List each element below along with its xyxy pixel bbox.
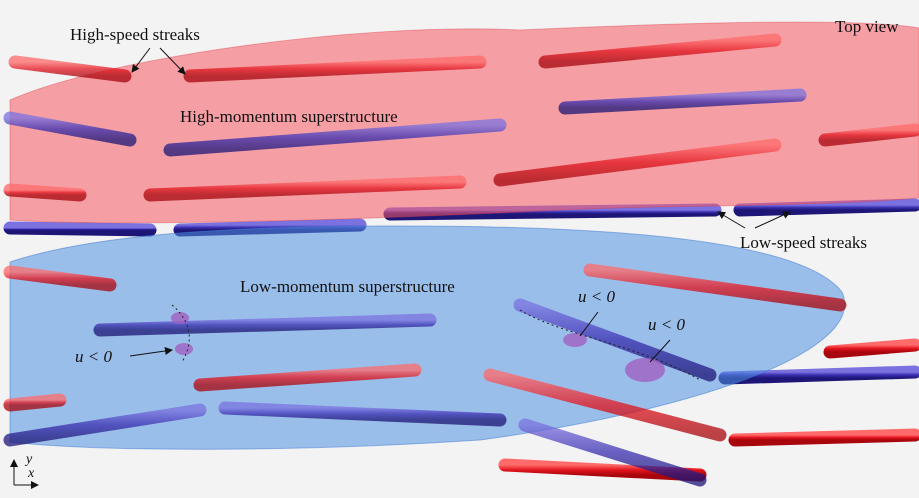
- streak: [10, 190, 80, 195]
- streak: [735, 435, 915, 440]
- streak: [10, 228, 150, 230]
- annotation: Low-speed streaks: [740, 233, 867, 252]
- streak: [10, 400, 60, 405]
- negative-u-region: [175, 343, 193, 355]
- view-label: Top view: [835, 17, 899, 36]
- negative-u-region: [625, 358, 665, 382]
- axis-label: x: [27, 466, 35, 481]
- figure: Top view High-speed streaks High-momentu…: [0, 0, 919, 498]
- u-label: u < 0: [648, 315, 685, 334]
- u-label: u < 0: [75, 347, 112, 366]
- region-label: High-momentum superstructure: [180, 107, 398, 126]
- annotation: High-speed streaks: [70, 25, 200, 44]
- streak: [830, 345, 915, 352]
- streak: [740, 205, 915, 210]
- axis-label: y: [24, 452, 33, 467]
- region-label: Low-momentum superstructure: [240, 277, 455, 296]
- u-label: u < 0: [578, 287, 615, 306]
- negative-u-region: [563, 333, 587, 347]
